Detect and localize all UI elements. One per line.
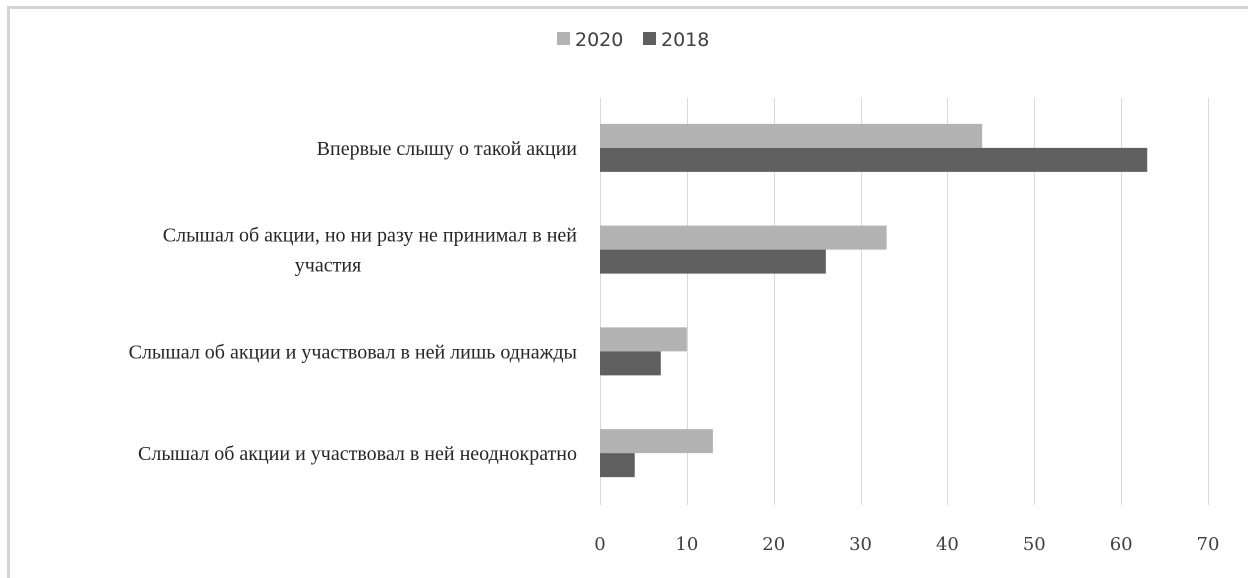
bar-2018-1 <box>600 147 1148 172</box>
bar-2020-1 <box>600 123 983 148</box>
legend-swatch-2018 <box>643 32 656 45</box>
x-tick-label: 30 <box>849 534 872 555</box>
legend-swatch-2020 <box>557 32 570 45</box>
bar-2018-3 <box>600 351 661 376</box>
category-label: Слышал об акции и участвовал в ней неодн… <box>138 443 577 465</box>
bar-2018-2 <box>600 249 826 274</box>
bar-2020-4 <box>600 429 713 454</box>
category-label: Впервые слышу о такой акции <box>317 138 578 160</box>
legend-label-2020: 2020 <box>575 29 623 51</box>
x-tick-label: 70 <box>1197 534 1220 555</box>
x-tick-label: 50 <box>1023 534 1046 555</box>
x-tick-label: 0 <box>594 534 605 555</box>
category-label: Слышал об акции и участвовал в ней лишь … <box>129 341 577 363</box>
chart-frame <box>7 6 1248 578</box>
category-label: Слышал об акции, но ни разу не принимал … <box>163 225 578 247</box>
x-tick-label: 60 <box>1110 534 1133 555</box>
legend-label-2018: 2018 <box>661 29 709 51</box>
bar-2018-4 <box>600 453 635 478</box>
bar-2020-3 <box>600 327 687 352</box>
x-tick-label: 20 <box>762 534 785 555</box>
x-tick-label: 40 <box>936 534 959 555</box>
bar-2020-2 <box>600 225 887 250</box>
category-label: участия <box>295 255 361 277</box>
x-tick-label: 10 <box>675 534 698 555</box>
